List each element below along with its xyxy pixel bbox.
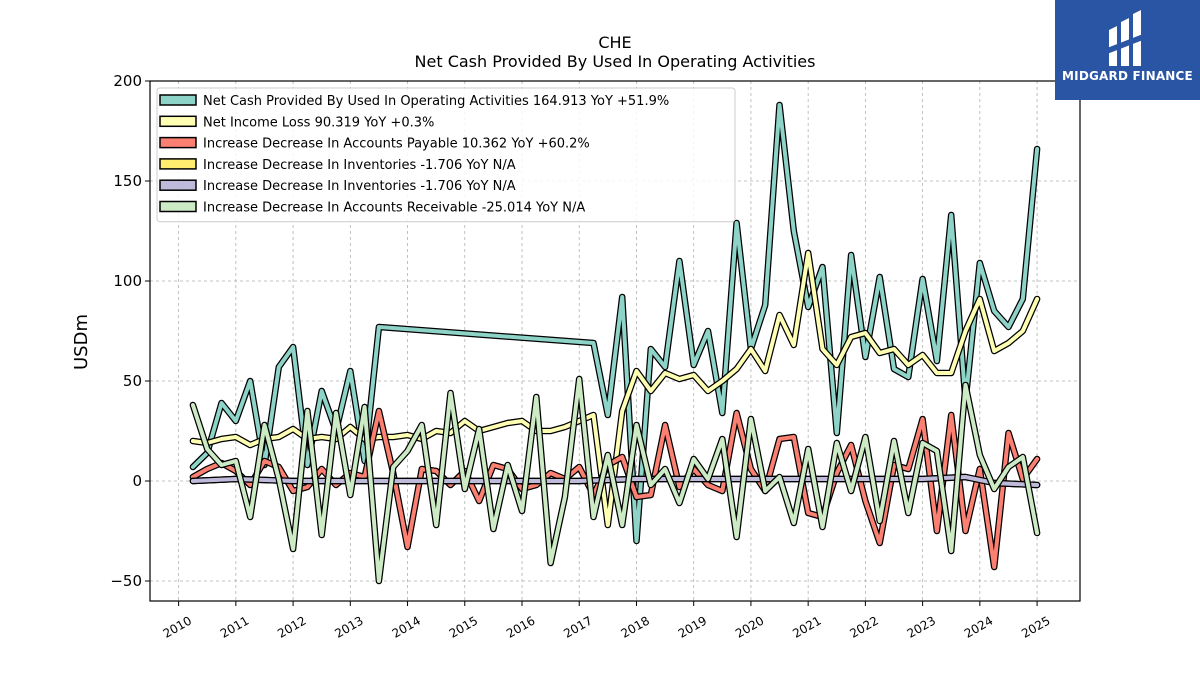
- legend-swatch: [159, 158, 197, 170]
- legend-item: Increase Decrease In Inventories -1.706 …: [159, 158, 516, 173]
- x-axis: 2010 2011 2012 2013 2014 2015 2016 2017 2018 2019…: [161, 601, 1053, 641]
- x-tick-label: 2014: [390, 613, 423, 640]
- y-tick-label: 200: [113, 72, 142, 90]
- x-tick-label: 2017: [561, 613, 594, 640]
- midgard-logo-icon: [1107, 10, 1143, 66]
- axes-frame: [149, 80, 1081, 602]
- legend-label: Net Cash Provided By Used In Operating A…: [203, 94, 669, 109]
- x-tick-label: 2023: [905, 613, 938, 640]
- legend-item: Net Income Loss 90.319 YoY +0.3%: [159, 115, 434, 130]
- x-tick-label: 2015: [447, 613, 480, 640]
- legend-label: Increase Decrease In Accounts Payable 10…: [203, 137, 590, 152]
- legend-item: Net Cash Provided By Used In Operating A…: [159, 94, 669, 109]
- chart-title: CHE: [598, 33, 631, 52]
- x-tick-label: 2019: [676, 613, 709, 640]
- legend-swatch: [159, 115, 197, 128]
- x-tick-label: 2020: [733, 613, 766, 640]
- x-tick-label: 2022: [847, 613, 880, 640]
- y-axis-label: USDm: [71, 314, 92, 370]
- legend-label: Increase Decrease In Inventories -1.706 …: [203, 158, 516, 173]
- x-tick-label: 2025: [1019, 613, 1052, 640]
- chart-subtitle: Net Cash Provided By Used In Operating A…: [415, 52, 816, 71]
- x-tick-label: 2016: [504, 613, 537, 640]
- x-tick-label: 2010: [161, 613, 194, 640]
- legend-label: Increase Decrease In Accounts Receivable…: [203, 201, 585, 216]
- legend-box: [156, 87, 736, 223]
- legend-item: Increase Decrease In Accounts Payable 10…: [159, 136, 590, 152]
- y-tick-label: 100: [113, 272, 142, 290]
- legend-label: Increase Decrease In Inventories -1.706 …: [203, 179, 516, 194]
- x-tick-label: 2012: [275, 613, 308, 640]
- x-tick-label: 2011: [218, 613, 251, 640]
- legend-item: Increase Decrease In Inventories -1.706 …: [159, 179, 516, 194]
- series-line: [189, 375, 1041, 585]
- y-tick-label: 150: [113, 172, 142, 190]
- x-tick-label: 2013: [332, 613, 365, 640]
- legend: Net Cash Provided By Used In Operating A…: [156, 87, 736, 223]
- series-path: [190, 377, 1040, 583]
- legend-item: Increase Decrease In Accounts Receivable…: [159, 200, 585, 216]
- legend-swatch: [159, 94, 197, 106]
- legend-label: Net Income Loss 90.319 YoY +0.3%: [203, 115, 434, 130]
- y-axis: −50 0 50 100 150 200: [110, 72, 150, 590]
- brand-logo: MIDGARD FINANCE: [1055, 0, 1200, 100]
- series-path: [190, 103, 1040, 543]
- y-tick-label: 0: [132, 472, 142, 490]
- legend-swatch: [159, 179, 197, 191]
- series-line: [189, 101, 1041, 545]
- x-tick-label: 2018: [619, 613, 652, 640]
- brand-name: MIDGARD FINANCE: [1062, 69, 1193, 83]
- plot-area: [189, 101, 1041, 585]
- legend-swatch: [159, 136, 197, 149]
- y-tick-label: −50: [110, 572, 142, 590]
- x-tick-label: 2024: [962, 613, 995, 640]
- y-tick-label: 50: [123, 372, 142, 390]
- x-tick-label: 2021: [790, 613, 823, 640]
- legend-swatch: [159, 200, 197, 213]
